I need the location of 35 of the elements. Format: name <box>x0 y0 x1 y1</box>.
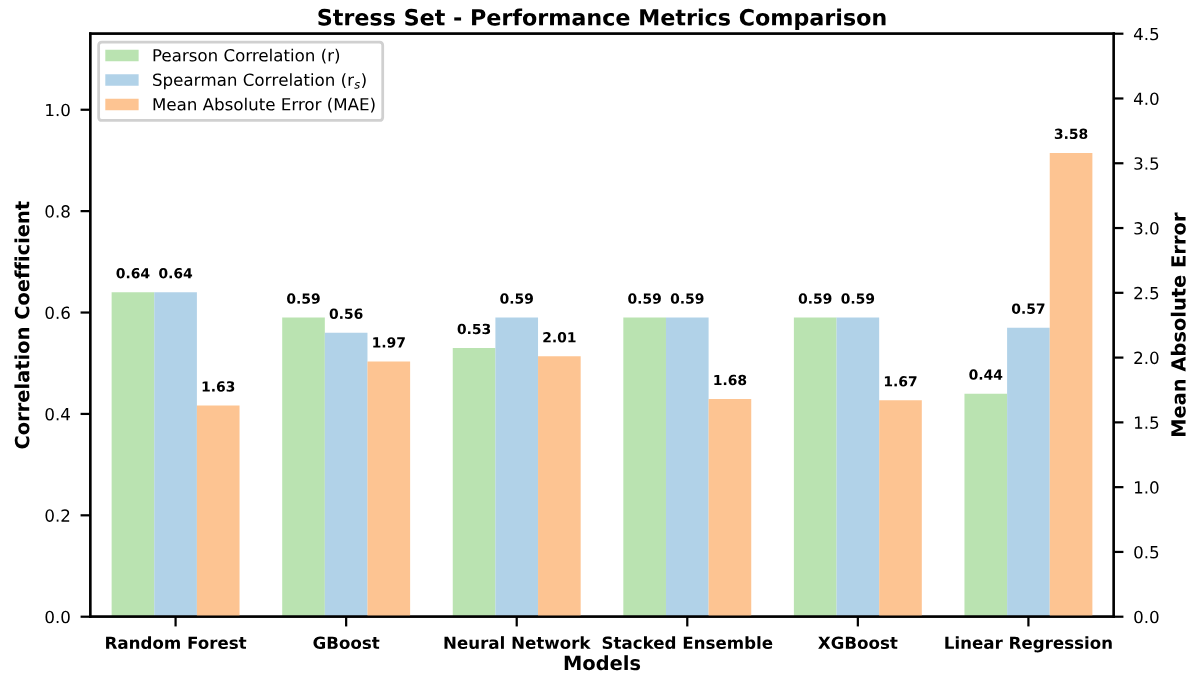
x-tick-label: GBoost <box>313 636 380 650</box>
bar <box>793 317 837 617</box>
legend-label: Pearson Correlation (r) <box>153 48 340 64</box>
x-tick-label: Linear Regression <box>945 636 1112 653</box>
bar <box>282 317 325 617</box>
x-tick-label: Random Forest <box>106 636 247 650</box>
y2-tick-label: 3.5 <box>1134 157 1159 170</box>
y2-tick-label: 4.5 <box>1133 27 1159 41</box>
y2-tick-label: 3.0 <box>1134 222 1159 235</box>
x-tick-label: XGBoost <box>818 636 898 650</box>
legend-label: Spearman Correlation (r$_{s}$) <box>153 73 366 90</box>
y-tick-label: 1.0 <box>46 103 70 117</box>
chart-title: Stress Set - Performance Metrics Comparison <box>318 8 886 30</box>
bar <box>964 393 1008 617</box>
y-tick-label: 0.8 <box>45 205 70 218</box>
y2-tick-label: 4.0 <box>1133 92 1159 106</box>
bar <box>111 292 155 617</box>
bar <box>623 317 666 617</box>
y2-axis-title: Mean Absolute Error <box>1170 212 1186 437</box>
x-axis-title: Models <box>564 655 641 671</box>
y2-tick-label: 2.5 <box>1134 286 1159 300</box>
y2-tick-label: 1.0 <box>1134 481 1159 494</box>
y-tick-label: 0.4 <box>45 407 70 421</box>
legend-label: Mean Absolute Error (MAE) <box>153 97 375 113</box>
y-axis-title: Correlation Coefficient <box>14 201 30 449</box>
y2-tick-label: 0.5 <box>1134 545 1159 559</box>
x-tick-label: Neural Network <box>444 636 591 650</box>
y2-tick-label: 2.0 <box>1134 351 1159 365</box>
y-tick-label: 0.6 <box>45 306 70 320</box>
y-tick-label: 0.0 <box>45 610 70 624</box>
bar <box>452 348 496 617</box>
x-tick-label: Stacked Ensemble <box>602 636 773 650</box>
y-tick-label: 0.2 <box>45 509 70 522</box>
y2-tick-label: 0.0 <box>1134 610 1159 624</box>
y2-tick-label: 1.5 <box>1134 416 1159 429</box>
